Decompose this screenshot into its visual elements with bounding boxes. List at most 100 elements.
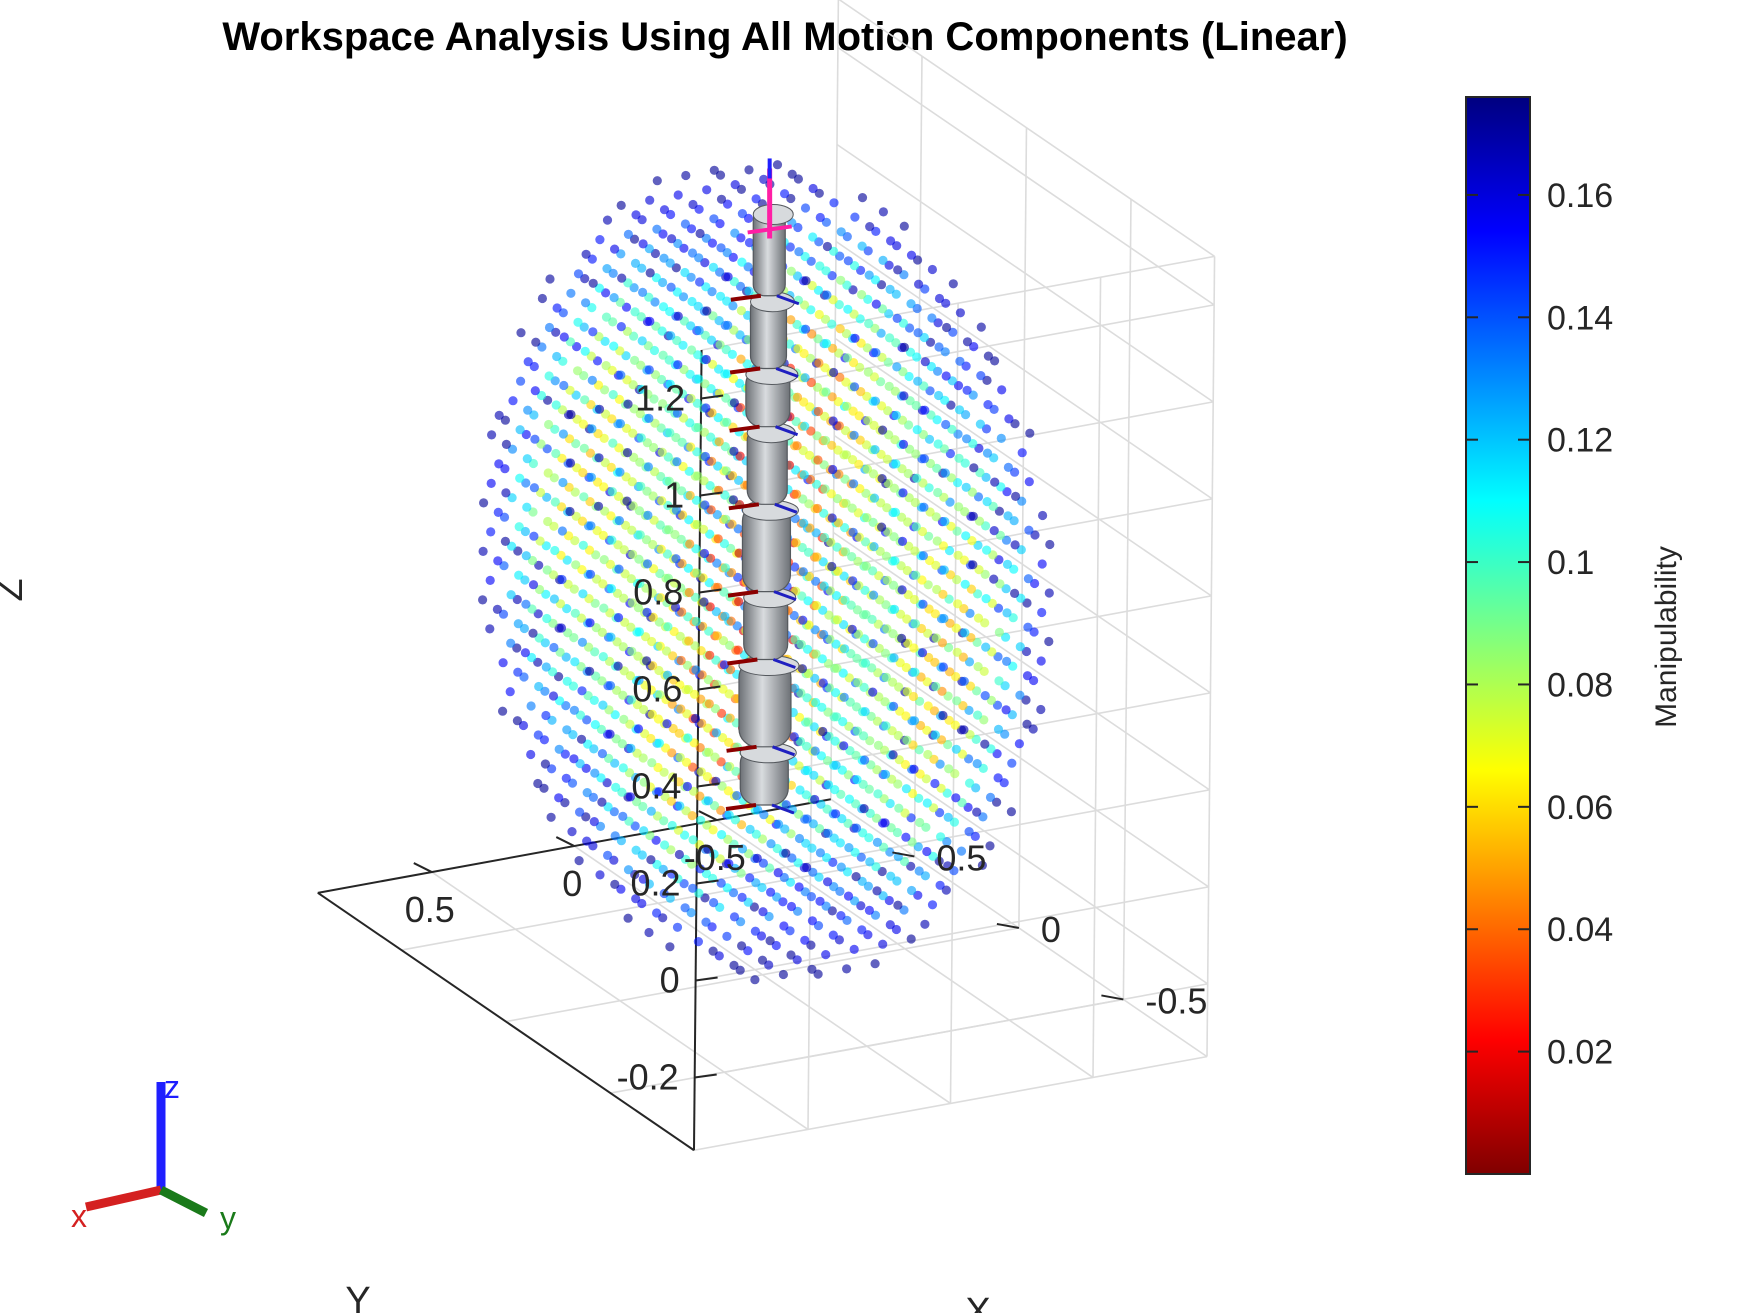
workspace-point [621,351,631,361]
workspace-point [608,438,618,448]
workspace-point [662,549,673,559]
workspace-point [939,613,949,624]
workspace-point [573,366,583,376]
workspace-point [906,861,916,871]
workspace-point [994,627,1005,638]
workspace-point [699,597,709,607]
workspace-point [887,774,897,784]
workspace-point [636,433,646,443]
workspace-point [652,908,662,918]
workspace-point [515,473,525,483]
workspace-point [806,305,816,315]
workspace-point [1003,511,1013,521]
workspace-point [579,492,589,502]
workspace-point [992,749,1002,759]
workspace-point [827,319,837,329]
workspace-point [596,773,606,783]
workspace-point [937,686,947,696]
workspace-point [506,590,516,600]
workspace-point [706,335,717,345]
workspace-point [599,433,609,443]
workspace-point [888,580,899,590]
workspace-point [529,483,540,493]
workspace-point [695,864,705,874]
workspace-point [951,744,961,754]
workspace-point [911,522,921,532]
workspace-point [500,415,510,425]
workspace-point [981,594,991,604]
workspace-point [964,657,975,667]
workspace-point [913,890,923,900]
workspace-point [938,541,949,551]
colorbar-tick-label: 0.12 [1547,422,1613,460]
workspace-point [663,573,674,583]
workspace-point [814,309,824,320]
joint-frame-x [726,744,757,753]
workspace-point [829,367,839,378]
workspace-point [791,538,801,548]
workspace-point [880,769,891,780]
workspace-point [667,699,677,709]
workspace-point [786,950,796,960]
workspace-point [599,555,609,565]
workspace-point [621,472,631,482]
workspace-point [729,398,740,408]
workspace-point [880,818,890,828]
workspace-point [989,453,999,463]
workspace-point [628,501,638,511]
workspace-point [891,338,901,348]
workspace-point [696,815,706,825]
workspace-point [801,790,811,800]
workspace-point [544,322,555,333]
workspace-point [757,955,768,965]
workspace-point [860,755,870,765]
workspace-point [534,633,544,643]
workspace-point [587,375,597,385]
workspace-point [556,502,567,512]
colorbar-tick-label: 0.02 [1547,1034,1613,1072]
workspace-point [934,342,944,352]
workspace-point [982,375,992,385]
workspace-point [853,629,864,639]
workspace-point [883,357,893,367]
workspace-point [842,867,853,877]
workspace-point [507,541,517,551]
workspace-point [695,228,705,239]
workspace-point [791,416,801,427]
workspace-point [811,649,821,659]
workspace-point [730,228,740,238]
workspace-point [644,927,654,938]
z-tick [698,685,721,691]
workspace-point [724,859,734,869]
workspace-point [823,828,833,838]
workspace-point [566,409,576,420]
workspace-point [961,361,971,371]
workspace-point [729,446,739,456]
workspace-point [622,496,632,506]
workspace-point [831,591,842,601]
workspace-point [603,850,613,861]
workspace-point [610,710,620,720]
workspace-point [926,410,936,420]
workspace-point [869,493,880,503]
workspace-point [516,376,526,386]
workspace-point [771,940,781,951]
workspace-point [642,559,653,569]
workspace-point [731,766,741,777]
workspace-point [724,689,734,699]
workspace-point [721,514,731,524]
workspace-point [923,749,933,760]
workspace-point [638,287,648,297]
workspace-point [1036,704,1046,715]
workspace-point [672,287,682,297]
workspace-point [578,589,588,599]
workspace-point [648,612,658,622]
workspace-point [650,467,660,477]
workspace-point [871,348,881,358]
workspace-point [565,458,576,468]
workspace-point [515,425,525,435]
workspace-point [848,406,858,416]
grid-line [831,628,1210,888]
workspace-point [623,278,633,288]
workspace-point [749,902,760,912]
